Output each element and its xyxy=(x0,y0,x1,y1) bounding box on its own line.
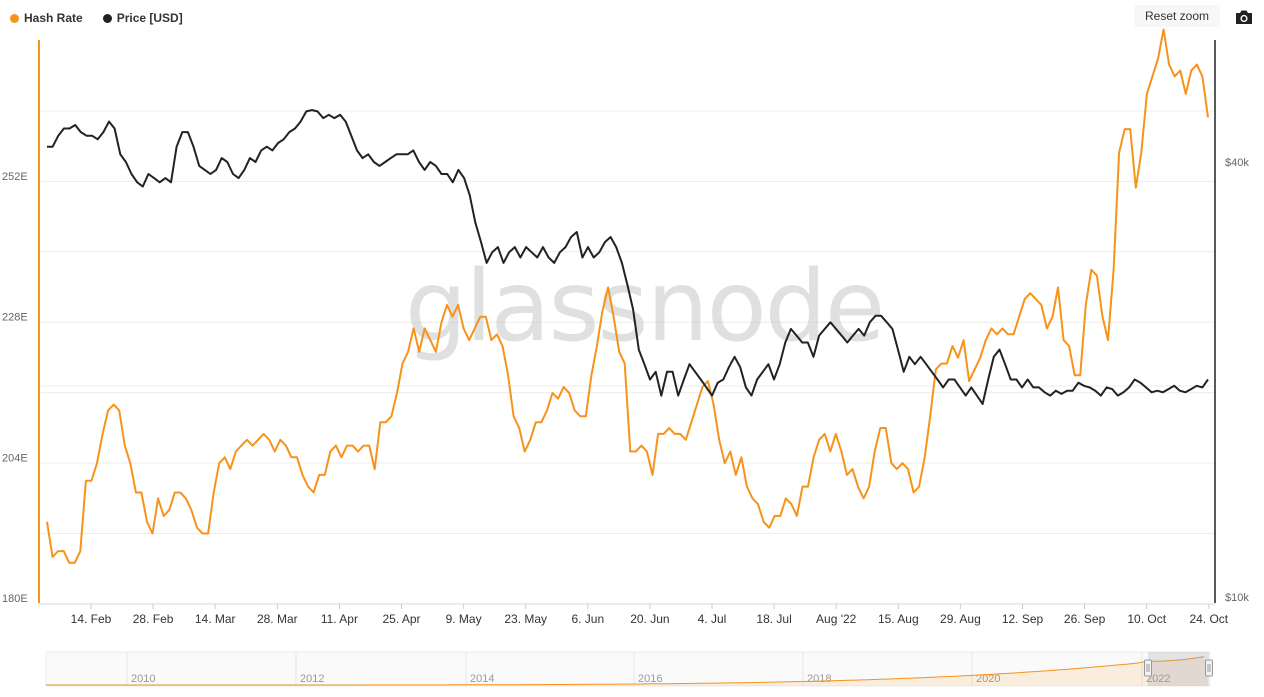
x-tick-label: 15. Aug xyxy=(878,612,919,626)
x-tick-label: 18. Jul xyxy=(756,612,791,626)
x-tick-label: 6. Jun xyxy=(571,612,604,626)
reset-zoom-button[interactable]: Reset zoom xyxy=(1134,5,1220,27)
x-tick-label: 26. Sep xyxy=(1064,612,1106,626)
y-left-tick-label: 204E xyxy=(2,452,28,464)
x-tick-label: 14. Feb xyxy=(71,612,112,626)
y-left-tick-label: 180E xyxy=(2,593,28,605)
navigator-tick-label: 2018 xyxy=(807,673,831,685)
series-lines xyxy=(46,28,1209,564)
legend-item-price[interactable]: Price [USD] xyxy=(102,11,183,25)
navigator-selection[interactable] xyxy=(1148,652,1209,686)
watermark: glassnode xyxy=(405,250,883,364)
y-left-tick-label: 252E xyxy=(2,171,28,183)
x-tick-label: 10. Oct xyxy=(1127,612,1166,626)
legend-item-hash-rate[interactable]: Hash Rate xyxy=(10,11,83,25)
navigator-area xyxy=(46,656,1208,686)
navigator[interactable]: 2010 2012 2014 2016 2018 2020 2022 xyxy=(45,651,1213,687)
y-right-tick-label: $40k xyxy=(1225,157,1249,169)
x-tick-label: 9. May xyxy=(446,612,482,626)
navigator-tick-label: 2012 xyxy=(300,673,324,685)
hash-rate-color-dot xyxy=(10,13,19,23)
navigator-background xyxy=(45,651,1211,687)
x-axis-ticks: 14. Feb 28. Feb 14. Mar 28. Mar 11. Apr 25. A… xyxy=(71,604,1229,626)
x-tick-label: 24. Oct xyxy=(1189,612,1228,626)
x-tick-label: 28. Mar xyxy=(257,612,298,626)
axes: 180E 204E 228E 252E $10k $40k xyxy=(2,40,1249,605)
navigator-tick-label: 2022 xyxy=(1146,673,1170,685)
x-tick-label: 25. Apr xyxy=(382,612,420,626)
navigator-handle-right[interactable] xyxy=(1205,659,1213,677)
navigator-tick-label: 2014 xyxy=(470,673,494,685)
legend-label-price: Price [USD] xyxy=(116,11,183,25)
legend-label-hash-rate: Hash Rate xyxy=(24,11,83,25)
x-tick-label: 4. Jul xyxy=(698,612,727,626)
x-tick-label: 20. Jun xyxy=(630,612,669,626)
y-right-tick-label: $10k xyxy=(1225,592,1249,604)
x-tick-label: 28. Feb xyxy=(133,612,174,626)
x-tick-label: 23. May xyxy=(504,612,547,626)
navigator-handle-left[interactable] xyxy=(1144,659,1152,677)
price-line xyxy=(47,109,1209,405)
hash-rate-line xyxy=(46,28,1209,564)
price-color-dot xyxy=(102,13,112,23)
chart-legend: Hash Rate Price [USD] xyxy=(10,11,183,25)
y-left-tick-label: 228E xyxy=(2,312,28,324)
x-tick-label: 11. Apr xyxy=(321,612,358,626)
x-tick-label: 29. Aug xyxy=(940,612,981,626)
navigator-tick-label: 2010 xyxy=(131,673,155,685)
navigator-line xyxy=(46,656,1205,686)
navigator-tick-label: 2016 xyxy=(638,673,662,685)
x-tick-label: Aug '22 xyxy=(816,612,857,626)
navigator-tick-label: 2020 xyxy=(976,673,1000,685)
camera-icon[interactable] xyxy=(1234,8,1254,26)
x-tick-label: 12. Sep xyxy=(1002,612,1044,626)
x-tick-label: 14. Mar xyxy=(195,612,236,626)
